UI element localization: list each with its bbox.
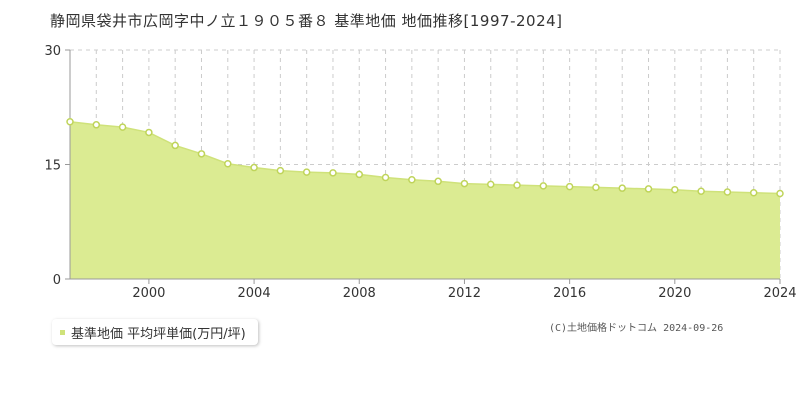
x-tick-label: 2000	[132, 286, 165, 301]
data-point	[302, 168, 311, 176]
data-point	[697, 187, 705, 195]
data-point	[618, 184, 626, 192]
legend-swatch	[60, 329, 65, 335]
data-point	[66, 118, 74, 126]
data-point	[592, 183, 600, 192]
data-point	[776, 189, 784, 198]
data-point	[224, 159, 232, 168]
page-title: 静岡県袋井市広岡字中ノ立１９０５番８ 基準地価 地価推移[1997-2024]	[50, 12, 563, 30]
data-point	[723, 188, 732, 196]
legend-label: 基準地価 平均坪単価(万円/坪)	[71, 326, 246, 342]
data-point	[92, 121, 101, 129]
data-point	[486, 180, 495, 189]
y-tick-labels: 0 15 30	[44, 44, 61, 288]
x-tick-label: 2008	[343, 286, 376, 301]
data-markers	[66, 118, 784, 198]
data-point	[460, 179, 469, 188]
x-tick-labels: 2000 2004 2008 2012 2016 2020 2024	[132, 286, 796, 301]
data-point	[539, 182, 548, 190]
data-point	[749, 188, 758, 197]
x-tick-label: 2004	[238, 286, 271, 301]
data-point	[197, 150, 206, 158]
data-point	[329, 169, 337, 177]
data-point	[145, 128, 153, 137]
x-tick-label: 2012	[448, 286, 481, 301]
y-tick-label: 15	[44, 159, 61, 174]
data-point	[644, 185, 653, 193]
area-series-line	[69, 121, 781, 195]
data-point	[355, 170, 364, 179]
chart-legend: 基準地価 平均坪単価(万円/坪)	[52, 319, 258, 345]
y-tick-label: 0	[53, 273, 61, 288]
horizontal-grid	[70, 49, 780, 165]
chart-axes	[65, 49, 781, 284]
data-point	[513, 181, 521, 189]
data-point	[276, 166, 285, 175]
data-point	[118, 123, 127, 131]
data-point	[381, 173, 390, 182]
data-point	[408, 176, 416, 184]
y-tick-label: 30	[44, 44, 61, 59]
x-tick-label: 2024	[763, 286, 796, 301]
data-point	[671, 185, 679, 194]
area-series-fill	[70, 121, 780, 280]
data-point	[434, 177, 442, 186]
data-point	[565, 182, 574, 191]
x-tick-label: 2020	[658, 286, 691, 301]
x-tick-label: 2016	[553, 286, 586, 301]
copyright-text: (C)土地価格ドットコム 2024-09-26	[549, 323, 724, 334]
data-point	[250, 163, 258, 172]
data-point	[171, 141, 179, 150]
